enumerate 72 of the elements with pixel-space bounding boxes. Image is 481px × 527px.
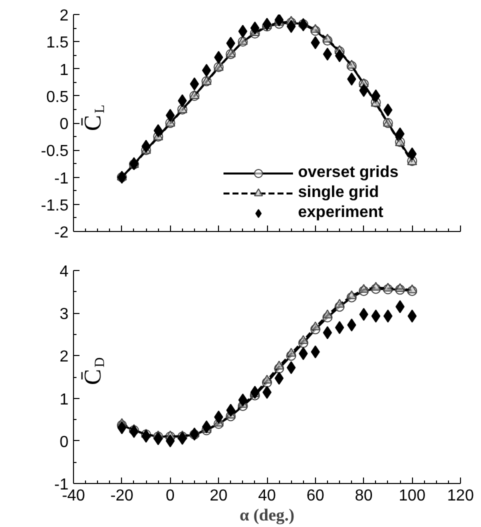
point [408, 310, 417, 323]
x-axis-title: α (deg.) [240, 506, 294, 524]
point [214, 410, 224, 424]
point [178, 432, 187, 445]
point [154, 124, 163, 138]
point [202, 64, 212, 77]
legend-label: single grid [298, 183, 379, 203]
y-tick-label: 0.5 [46, 88, 69, 106]
point [142, 430, 151, 443]
point [286, 361, 296, 374]
y-axis-title: C̄L [80, 104, 108, 132]
point [383, 310, 392, 323]
x-tick-label: -20 [110, 488, 134, 504]
x-tick-label: 80 [354, 488, 373, 504]
point [250, 22, 260, 35]
x-tick-label: 40 [258, 488, 276, 504]
y-tick-label: -1 [54, 476, 69, 494]
legend-label: experiment [298, 203, 384, 223]
y-tick-label: -1 [54, 170, 69, 188]
point [396, 300, 405, 314]
point [190, 77, 199, 90]
point [335, 49, 344, 62]
point [322, 48, 332, 61]
point [359, 84, 368, 97]
point [226, 404, 236, 417]
y-tick-label: 2 [60, 348, 69, 366]
y-tick-label: 1 [60, 62, 69, 79]
y-tick-label: -0.5 [40, 143, 69, 160]
y-tick-label: 0 [60, 116, 69, 133]
legend-label: overset grids [298, 163, 398, 183]
x-tick-label: 120 [447, 488, 474, 504]
y-tick-label: 1.5 [46, 34, 69, 52]
y-tick-label: 0 [60, 434, 69, 451]
point [154, 432, 163, 446]
x-tick-label: 20 [210, 488, 228, 504]
y-tick-label: 4 [60, 264, 69, 280]
point [226, 36, 236, 50]
x-tick-label: 60 [306, 488, 324, 504]
point [335, 321, 344, 334]
point [238, 394, 248, 407]
point [347, 72, 356, 86]
point [371, 310, 380, 323]
point [396, 127, 405, 140]
point [202, 420, 212, 434]
point [310, 36, 320, 50]
y-tick-label: 3 [60, 306, 69, 324]
point [347, 318, 356, 332]
point [142, 140, 151, 153]
y-tick-label: 1 [60, 391, 69, 408]
point [166, 108, 175, 122]
point [166, 434, 175, 448]
point [274, 372, 284, 385]
y-tick-label: -1.5 [40, 197, 69, 214]
y-tick-label: 2 [60, 8, 69, 24]
point [322, 326, 332, 340]
point [178, 94, 187, 108]
point [117, 421, 126, 434]
point [238, 24, 248, 38]
point [298, 347, 308, 360]
point [408, 147, 417, 160]
y-tick-label: -2 [54, 224, 69, 242]
x-tick-label: 0 [166, 488, 175, 504]
point [359, 308, 368, 321]
point [286, 20, 296, 33]
point [371, 89, 380, 102]
point [214, 50, 224, 64]
y-axis-title: C̄D [80, 357, 108, 386]
x-tick-label: 100 [398, 488, 426, 504]
point [310, 345, 320, 358]
point [250, 386, 260, 399]
point [129, 425, 138, 438]
point [383, 103, 392, 116]
